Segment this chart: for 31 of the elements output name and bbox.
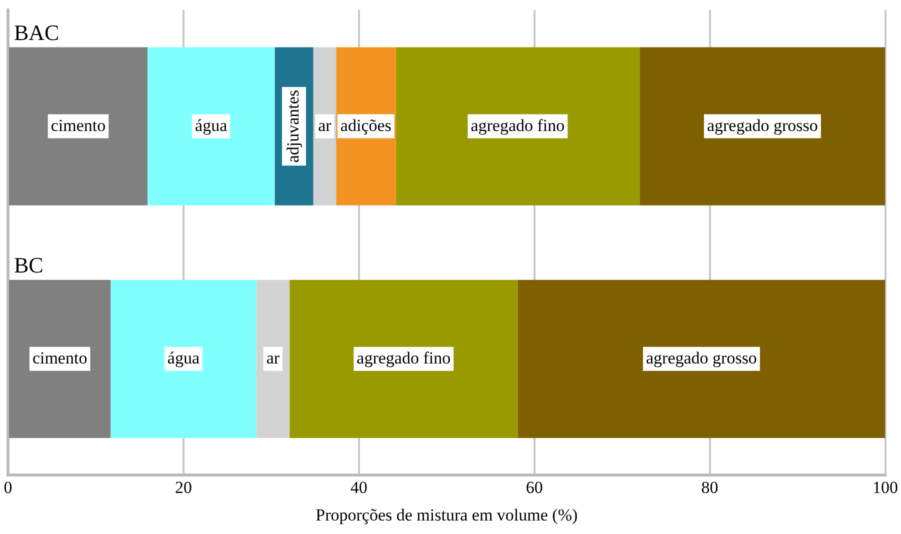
series-label: adições bbox=[340, 116, 392, 135]
series-label: agregado grosso bbox=[706, 116, 818, 135]
text: cimento bbox=[50, 116, 106, 135]
x-tick-label: 0 bbox=[4, 478, 12, 497]
bar bbox=[256, 280, 290, 438]
series-label: agregado fino bbox=[356, 348, 451, 368]
series-label: água bbox=[195, 116, 228, 135]
bar bbox=[396, 47, 640, 206]
x-tick-label: 40 bbox=[350, 478, 368, 497]
bar bbox=[518, 280, 886, 438]
series-label: ar bbox=[318, 116, 332, 135]
text: agregado grosso bbox=[646, 348, 757, 368]
bar bbox=[110, 280, 256, 438]
bar bbox=[313, 47, 336, 206]
text: agregado fino bbox=[470, 116, 565, 135]
y-tick-label: BAC bbox=[14, 20, 60, 45]
bar bbox=[9, 280, 111, 438]
x-tick-label: 20 bbox=[174, 478, 192, 497]
bar bbox=[290, 280, 518, 438]
bar bbox=[640, 47, 886, 206]
x-tick-label: 80 bbox=[701, 478, 718, 497]
text: ar bbox=[266, 348, 280, 368]
x-tick-label: 60 bbox=[526, 478, 543, 497]
series-label: adjuvantes bbox=[283, 90, 302, 163]
bar bbox=[147, 47, 275, 206]
series-label: cimento bbox=[32, 348, 88, 368]
text: água bbox=[167, 348, 200, 368]
y-tick-label: BC bbox=[14, 252, 44, 278]
x-tick-label: 100 bbox=[872, 478, 898, 497]
x-axis-title: Proporções de mistura em volume (%) bbox=[316, 505, 578, 524]
bar bbox=[9, 47, 148, 206]
